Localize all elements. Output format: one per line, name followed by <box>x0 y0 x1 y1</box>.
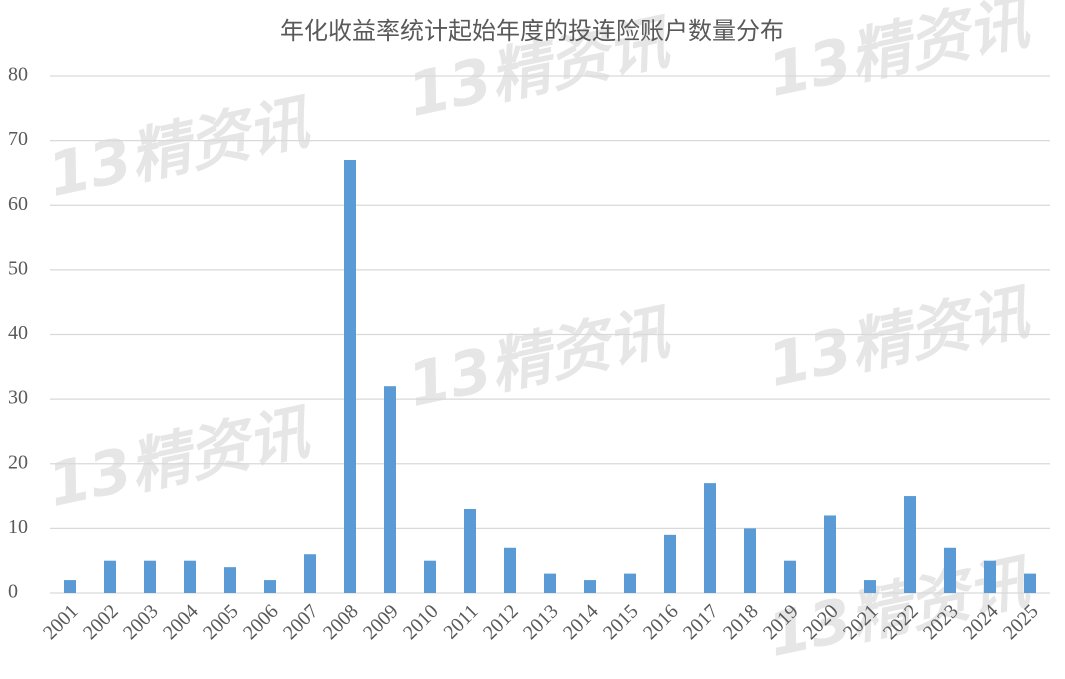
x-tick-label: 2003 <box>119 600 163 644</box>
y-tick-label: 20 <box>8 451 28 473</box>
bar <box>504 547 516 593</box>
x-tick-label: 2006 <box>239 600 283 644</box>
y-tick-label: 10 <box>8 516 28 538</box>
watermark: 13精资讯 <box>762 0 1038 111</box>
x-tick-label: 2001 <box>39 600 83 644</box>
x-tick-label: 2010 <box>399 600 443 644</box>
y-tick-label: 0 <box>8 581 18 603</box>
watermark: 13精资讯 <box>42 397 318 521</box>
x-tick-label: 2015 <box>599 600 643 644</box>
bar <box>544 573 556 593</box>
bar <box>344 160 356 593</box>
x-tick-label: 2008 <box>319 600 363 644</box>
x-tick-label: 2002 <box>79 600 123 644</box>
bar <box>584 580 596 593</box>
bar <box>784 560 796 593</box>
x-tick-label: 2017 <box>679 600 723 644</box>
bar <box>864 580 876 593</box>
y-tick-label: 60 <box>8 193 28 215</box>
bar <box>944 547 956 593</box>
bar <box>304 554 316 593</box>
x-tick-label: 2005 <box>199 600 243 644</box>
x-tick-label: 2004 <box>159 600 203 644</box>
y-tick-label: 50 <box>8 257 28 279</box>
bar <box>384 386 396 593</box>
y-tick-label: 40 <box>8 322 28 344</box>
bar <box>424 560 436 593</box>
y-tick-label: 70 <box>8 128 28 150</box>
bar <box>224 567 236 593</box>
x-tick-label: 2014 <box>559 600 603 644</box>
bar <box>624 573 636 593</box>
watermark: 13精资讯 <box>402 297 678 421</box>
chart-title: 年化收益率统计起始年度的投连险账户数量分布 <box>280 17 784 45</box>
bar <box>104 560 116 593</box>
bar <box>64 580 76 593</box>
bar <box>984 560 996 593</box>
bar <box>264 580 276 593</box>
bar <box>184 560 196 593</box>
watermark: 13精资讯 <box>762 277 1038 401</box>
x-tick-label: 2013 <box>519 600 563 644</box>
bar <box>744 528 756 593</box>
x-tick-label: 2016 <box>639 600 683 644</box>
x-tick-label: 2009 <box>359 600 403 644</box>
x-tick-label: 2018 <box>719 600 763 644</box>
bar <box>824 515 836 593</box>
bar <box>1024 573 1036 593</box>
x-tick-label: 2012 <box>479 600 523 644</box>
y-tick-label: 80 <box>8 64 28 86</box>
x-tick-label: 2007 <box>279 600 323 644</box>
y-tick-label: 30 <box>8 387 28 409</box>
bar <box>144 560 156 593</box>
bar <box>904 496 916 593</box>
x-tick-label: 2011 <box>439 600 482 643</box>
watermark: 13精资讯 <box>42 87 318 211</box>
bar <box>464 508 476 593</box>
bar <box>704 483 716 593</box>
bar <box>664 534 676 593</box>
